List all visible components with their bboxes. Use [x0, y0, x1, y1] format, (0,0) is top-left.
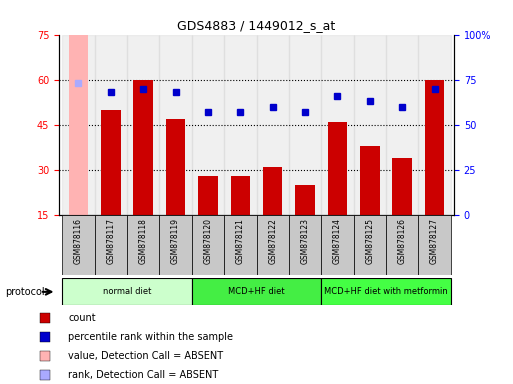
Bar	[386, 215, 419, 275]
Bar	[69, 35, 88, 215]
Text: GSM878123: GSM878123	[301, 218, 309, 264]
Text: protocol: protocol	[5, 287, 45, 297]
Text: GSM878117: GSM878117	[106, 218, 115, 264]
Bar	[94, 215, 127, 275]
Bar	[289, 215, 321, 275]
Bar	[419, 35, 451, 215]
Text: count: count	[68, 313, 96, 323]
Text: GSM878121: GSM878121	[236, 218, 245, 264]
Bar	[321, 215, 353, 275]
Bar	[127, 35, 160, 215]
Bar	[231, 176, 250, 215]
Bar	[94, 35, 127, 215]
Text: GSM878127: GSM878127	[430, 218, 439, 264]
Bar	[62, 215, 94, 275]
Title: GDS4883 / 1449012_s_at: GDS4883 / 1449012_s_at	[177, 19, 336, 32]
Text: rank, Detection Call = ABSENT: rank, Detection Call = ABSENT	[68, 370, 219, 380]
Text: GSM878124: GSM878124	[333, 218, 342, 264]
Bar	[360, 146, 380, 215]
Bar	[256, 215, 289, 275]
Text: GSM878119: GSM878119	[171, 218, 180, 264]
Bar	[353, 35, 386, 215]
Text: MCD+HF diet with metformin: MCD+HF diet with metformin	[324, 287, 448, 296]
Bar	[160, 35, 192, 215]
Bar	[192, 215, 224, 275]
Text: normal diet: normal diet	[103, 287, 151, 296]
Text: percentile rank within the sample: percentile rank within the sample	[68, 332, 233, 342]
Bar	[224, 35, 256, 215]
Bar	[321, 278, 451, 305]
Bar	[192, 278, 321, 305]
Bar	[425, 80, 444, 215]
Bar	[62, 35, 94, 215]
Bar	[192, 35, 224, 215]
Bar	[62, 278, 192, 305]
Bar	[392, 158, 412, 215]
Bar	[256, 35, 289, 215]
Text: GSM878126: GSM878126	[398, 218, 407, 264]
Bar	[224, 215, 256, 275]
Text: GSM878116: GSM878116	[74, 218, 83, 264]
Bar	[419, 215, 451, 275]
Bar	[289, 35, 321, 215]
Text: GSM878125: GSM878125	[365, 218, 374, 264]
Bar	[386, 35, 419, 215]
Text: GSM878122: GSM878122	[268, 218, 277, 264]
Text: GSM878118: GSM878118	[139, 218, 148, 264]
Text: MCD+HF diet: MCD+HF diet	[228, 287, 285, 296]
Text: value, Detection Call = ABSENT: value, Detection Call = ABSENT	[68, 351, 223, 361]
Bar	[166, 119, 185, 215]
Text: GSM878120: GSM878120	[204, 218, 212, 264]
Bar	[353, 215, 386, 275]
Bar	[328, 122, 347, 215]
Bar	[295, 185, 315, 215]
Bar	[321, 35, 353, 215]
Bar	[101, 110, 121, 215]
Bar	[133, 80, 153, 215]
Bar	[263, 167, 282, 215]
Bar	[127, 215, 160, 275]
Bar	[160, 215, 192, 275]
Bar	[198, 176, 218, 215]
